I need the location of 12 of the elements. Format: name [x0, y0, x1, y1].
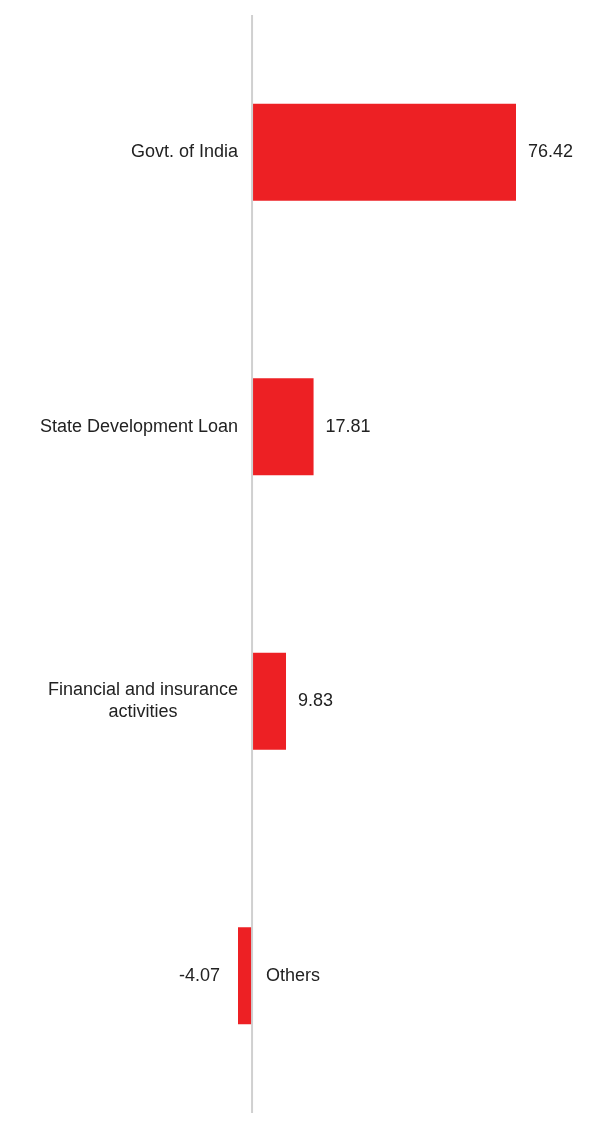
bar: [252, 378, 314, 476]
data-label: 76.42: [528, 141, 574, 162]
y-tick-label: Financial and insurance activities: [47, 679, 239, 722]
bar: [252, 652, 287, 750]
y-tick-label: Others: [266, 964, 321, 985]
y-tick-label: State Development Loan: [39, 415, 239, 436]
data-label: 9.83: [298, 690, 334, 711]
y-tick-label: Govt. of India: [131, 141, 240, 162]
bar: [252, 103, 516, 201]
data-label: -4.07: [178, 964, 220, 985]
bar: [238, 927, 253, 1025]
data-label: 17.81: [325, 415, 371, 436]
